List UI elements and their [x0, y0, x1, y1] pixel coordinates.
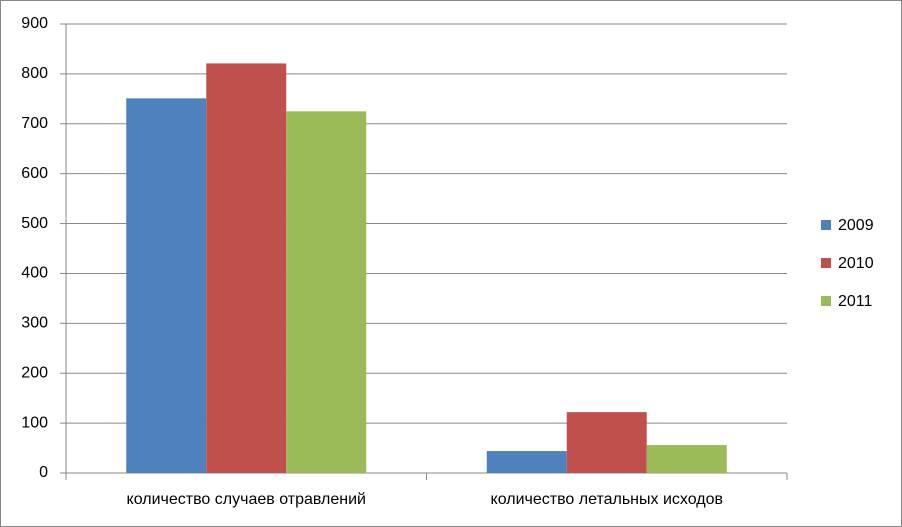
x-tick-label: количество летальных исходов	[491, 491, 723, 508]
legend-swatch	[821, 258, 831, 268]
legend-swatch	[821, 220, 831, 230]
y-tick-label: 700	[21, 115, 48, 132]
y-tick-label: 600	[21, 165, 48, 182]
x-tick-label: количество случаев отравлений	[127, 491, 366, 508]
bar	[646, 445, 727, 473]
legend-swatch	[821, 296, 831, 306]
bar	[486, 451, 567, 473]
bar	[566, 412, 647, 473]
legend-label: 2010	[838, 255, 874, 272]
legend-label: 2009	[838, 217, 874, 234]
y-tick-label: 200	[21, 364, 48, 381]
bar	[206, 63, 287, 473]
y-tick-label: 400	[21, 265, 48, 282]
y-tick-label: 800	[21, 65, 48, 82]
y-tick-label: 0	[39, 464, 48, 481]
legend-label: 2011	[838, 293, 873, 310]
y-tick-label: 100	[21, 414, 48, 431]
y-tick-label: 300	[21, 315, 48, 332]
y-tick-label: 500	[21, 215, 48, 232]
bar	[286, 111, 367, 474]
y-tick-label: 900	[21, 15, 48, 32]
bar	[126, 98, 207, 473]
